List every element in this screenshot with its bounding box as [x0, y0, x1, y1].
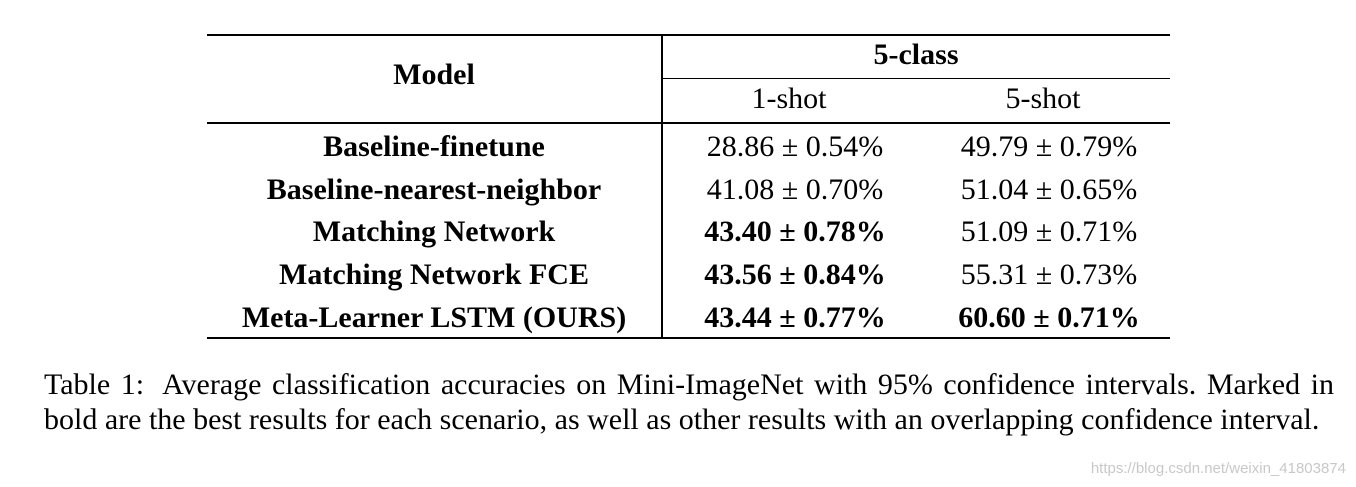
- table-row: Baseline-nearest-neighbor 41.08 ± 0.70% 51…: [207, 169, 1170, 212]
- group-underline: [662, 78, 1170, 79]
- table-row: Baseline-finetune 28.86 ± 0.54% 49.79 ± 0.…: [207, 126, 1170, 169]
- watermark-text: https://blog.csdn.net/weixin_41803874: [1090, 460, 1346, 477]
- one-shot-accuracy: 43.44 ± 0.77%: [704, 301, 886, 334]
- table-row: Matching Network FCE 43.56 ± 0.84% 55.31 ±…: [207, 254, 1170, 297]
- table-caption: Table 1: Average classification accuracie…: [44, 367, 1334, 437]
- header-5-class: 5-class: [873, 38, 959, 71]
- top-rule: [207, 34, 1170, 36]
- five-shot-accuracy: 51.04 ± 0.65%: [960, 173, 1138, 206]
- model-name: Matching Network FCE: [279, 258, 589, 291]
- one-shot-accuracy: 41.08 ± 0.70%: [706, 173, 884, 206]
- one-shot-accuracy: 43.40 ± 0.78%: [704, 215, 886, 248]
- table-row: Matching Network 43.40 ± 0.78% 51.09 ± 0.7…: [207, 211, 1170, 254]
- model-name: Baseline-finetune: [323, 130, 545, 163]
- five-shot-accuracy: 60.60 ± 0.71%: [958, 301, 1140, 334]
- model-name: Matching Network: [312, 215, 556, 248]
- column-divider: [661, 34, 663, 338]
- header-1-shot: 1-shot: [751, 82, 827, 115]
- five-shot-accuracy: 49.79 ± 0.79%: [960, 130, 1138, 163]
- bottom-rule: [207, 337, 1170, 339]
- table-row: Meta-Learner LSTM (OURS) 43.44 ± 0.77% 60.…: [207, 297, 1170, 340]
- one-shot-accuracy: 43.56 ± 0.84%: [704, 258, 886, 291]
- header-model: Model: [393, 58, 475, 91]
- model-name: Meta-Learner LSTM (OURS): [241, 301, 627, 334]
- caption-text: Average classification accuracies on Min…: [44, 368, 1334, 436]
- five-shot-accuracy: 51.09 ± 0.71%: [960, 215, 1138, 248]
- header-5-shot: 5-shot: [1005, 82, 1081, 115]
- model-name: Baseline-nearest-neighbor: [266, 173, 602, 206]
- five-shot-accuracy: 55.31 ± 0.73%: [960, 258, 1138, 291]
- one-shot-accuracy: 28.86 ± 0.54%: [706, 130, 884, 163]
- caption-label: Table 1:: [44, 368, 145, 401]
- header-rule: [207, 122, 1170, 124]
